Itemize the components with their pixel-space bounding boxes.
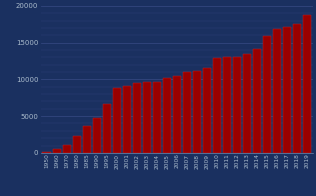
Bar <box>133 83 141 153</box>
Bar <box>82 126 91 153</box>
Bar <box>293 24 301 153</box>
Bar <box>243 54 251 153</box>
Bar <box>273 29 281 153</box>
Bar <box>173 76 181 153</box>
Bar <box>193 71 201 153</box>
Bar <box>203 68 211 153</box>
Bar <box>233 57 241 153</box>
Bar <box>223 57 231 153</box>
Bar <box>93 118 101 153</box>
Bar <box>52 149 61 153</box>
Bar <box>283 27 291 153</box>
Bar <box>213 58 221 153</box>
Bar <box>163 78 171 153</box>
Bar <box>143 82 151 153</box>
Bar <box>183 72 191 153</box>
Bar <box>263 36 271 153</box>
Bar <box>42 152 51 153</box>
Bar <box>73 136 81 153</box>
Bar <box>123 86 131 153</box>
Bar <box>113 88 121 153</box>
Bar <box>103 104 111 153</box>
Bar <box>303 15 312 153</box>
Bar <box>63 145 71 153</box>
Bar <box>253 49 261 153</box>
Bar <box>153 82 161 153</box>
